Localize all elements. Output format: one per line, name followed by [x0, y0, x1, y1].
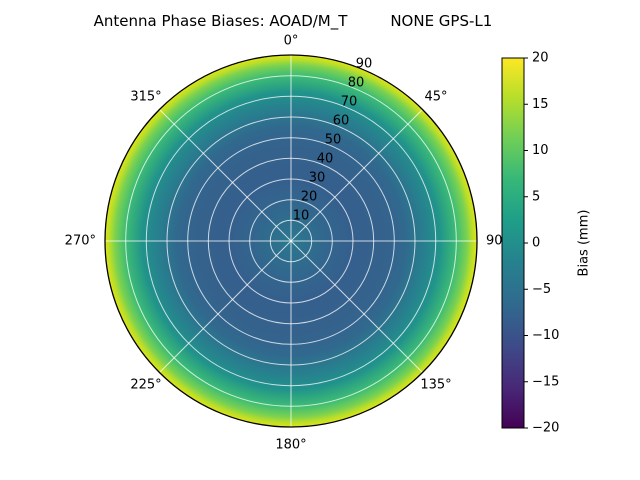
radial-tick-labels: 10 20 30 40 50 60 70 80 90	[293, 57, 373, 224]
polar-grid-spoke	[159, 109, 423, 373]
radial-label-60: 60	[333, 114, 350, 129]
theta-label-0: 0°	[284, 34, 299, 49]
colorbar-tick-label: −5	[532, 282, 551, 297]
colorbar-tick-label: 20	[532, 51, 549, 66]
theta-label-315: 315°	[130, 90, 161, 105]
colorbar: 20 15 10 5 0 −5 −10 −15 −20 Bias (mm)	[501, 51, 592, 436]
theta-label-270: 270°	[65, 234, 96, 249]
radial-label-50: 50	[325, 133, 342, 148]
radial-label-10: 10	[293, 209, 310, 224]
chart-title: Antenna Phase Biases: AOAD/M_T NONE GPS-…	[93, 12, 493, 30]
theta-label-225: 225°	[130, 378, 161, 393]
polar-outer-spine	[104, 54, 478, 428]
colorbar-tick-labels: 20 15 10 5 0 −5 −10 −15 −20	[532, 51, 559, 436]
radial-label-30: 30	[309, 171, 326, 186]
theta-tick-labels: 0° 45° 90 135° 180° 225° 270° 315°	[65, 34, 503, 453]
colorbar-tick-label: −10	[532, 328, 559, 343]
colorbar-tick-label: −20	[532, 421, 559, 436]
theta-label-135: 135°	[420, 378, 451, 393]
theta-label-45: 45°	[424, 90, 447, 105]
radial-label-40: 40	[317, 152, 334, 167]
colorbar-gradient	[501, 57, 525, 429]
colorbar-tick-label: 15	[532, 97, 549, 112]
radial-label-80: 80	[348, 76, 365, 91]
radial-label-90: 90	[356, 57, 373, 72]
colorbar-tick-label: 0	[532, 236, 540, 251]
colorbar-axis-label: Bias (mm)	[577, 210, 592, 277]
colorbar-ticks	[524, 57, 528, 429]
radial-label-20: 20	[301, 190, 318, 205]
colorbar-tick-label: −15	[532, 374, 559, 389]
theta-label-180: 180°	[275, 438, 306, 453]
radial-label-70: 70	[341, 95, 358, 110]
polar-grid-spokes	[105, 55, 477, 427]
theta-label-90: 90	[486, 234, 503, 249]
colorbar-tick-label: 5	[532, 189, 540, 204]
colorbar-tick-label: 10	[532, 143, 549, 158]
